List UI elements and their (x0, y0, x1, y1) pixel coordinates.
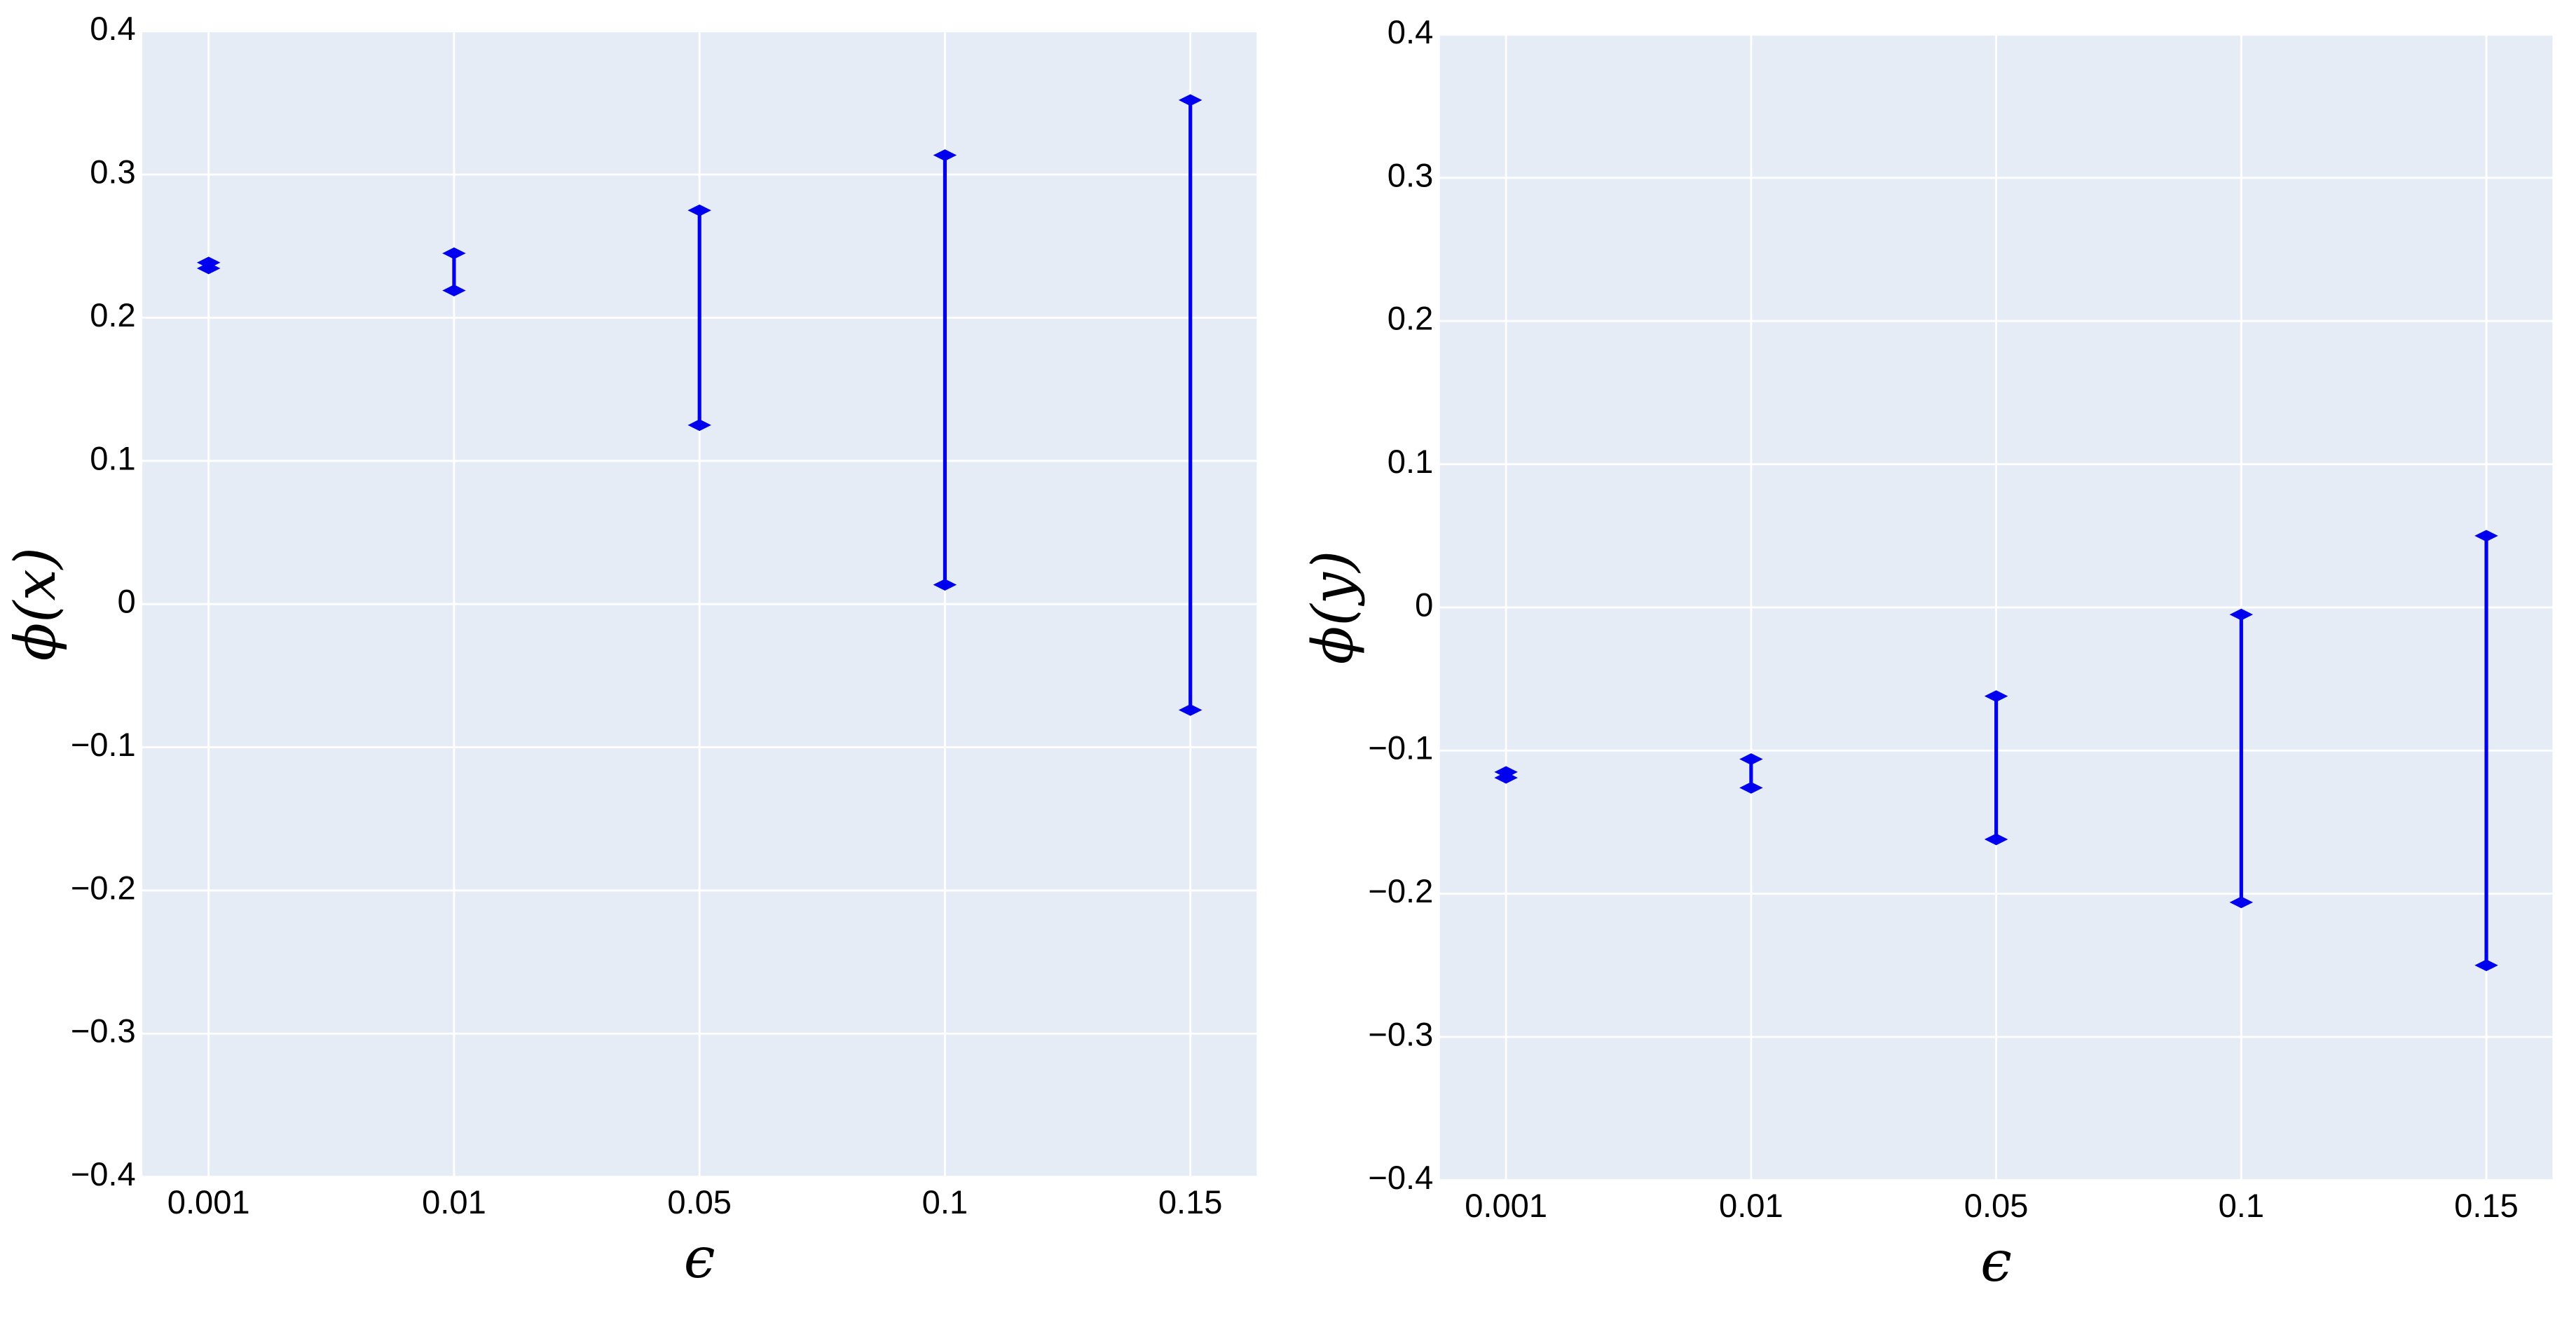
error-cap (196, 262, 221, 275)
x-tick-label: 0.1 (922, 1183, 968, 1221)
y-tick-label: 0.3 (1388, 156, 1433, 193)
error-cap (1984, 833, 2008, 846)
x-axis-label: ϵ (684, 1225, 715, 1291)
y-tick-label: 0.1 (1388, 443, 1433, 480)
y-tick-label: 0.4 (1388, 13, 1433, 50)
y-axis-label: ϕ(x) (3, 547, 68, 661)
y-tick-label: −0.2 (71, 869, 136, 906)
y-tick-label: −0.2 (1368, 872, 1433, 909)
x-tick-label: 0.15 (2454, 1187, 2519, 1224)
y-tick-label: 0 (118, 583, 136, 620)
x-tick-label: 0.001 (167, 1183, 250, 1221)
error-cap (1178, 704, 1203, 716)
y-tick-label: −0.1 (71, 726, 136, 763)
x-tick-label: 0.15 (1158, 1183, 1223, 1221)
error-cap (933, 149, 957, 161)
error-cap (442, 284, 466, 297)
error-cap (933, 579, 957, 591)
x-tick-label: 0.1 (2219, 1187, 2265, 1224)
error-cap (1739, 782, 1763, 794)
error-cap (2229, 896, 2254, 909)
error-cap (2474, 530, 2498, 542)
error-cap (442, 247, 466, 259)
y-tick-label: 0.4 (90, 10, 136, 47)
error-cap (2229, 608, 2254, 621)
y-tick-label: 0.1 (90, 439, 136, 476)
error-cap (2474, 959, 2498, 972)
error-cap (1984, 690, 2008, 702)
x-tick-label: 0.01 (1719, 1187, 1783, 1224)
y-tick-label: 0.2 (1388, 300, 1433, 337)
y-tick-label: −0.4 (1368, 1159, 1433, 1196)
error-cap (687, 204, 711, 216)
x-tick-label: 0.001 (1465, 1187, 1547, 1224)
y-tick-label: −0.4 (71, 1155, 136, 1192)
error-cap (687, 419, 711, 432)
y-tick-label: 0 (1415, 586, 1433, 623)
error-cap (1739, 753, 1763, 765)
y-tick-label: −0.3 (71, 1012, 136, 1050)
y-tick-label: 0.2 (90, 296, 136, 334)
error-cap (1178, 94, 1203, 106)
error-cap (1494, 771, 1518, 784)
y-tick-label: 0.3 (90, 153, 136, 191)
x-tick-label: 0.05 (1964, 1187, 2029, 1224)
x-tick-label: 0.05 (667, 1183, 732, 1221)
y-tick-label: −0.1 (1368, 729, 1433, 766)
y-axis-label: ϕ(y) (1301, 551, 1366, 664)
x-axis-label: ϵ (1980, 1229, 2012, 1294)
y-tick-label: −0.3 (1368, 1015, 1433, 1052)
x-tick-label: 0.01 (422, 1183, 486, 1221)
